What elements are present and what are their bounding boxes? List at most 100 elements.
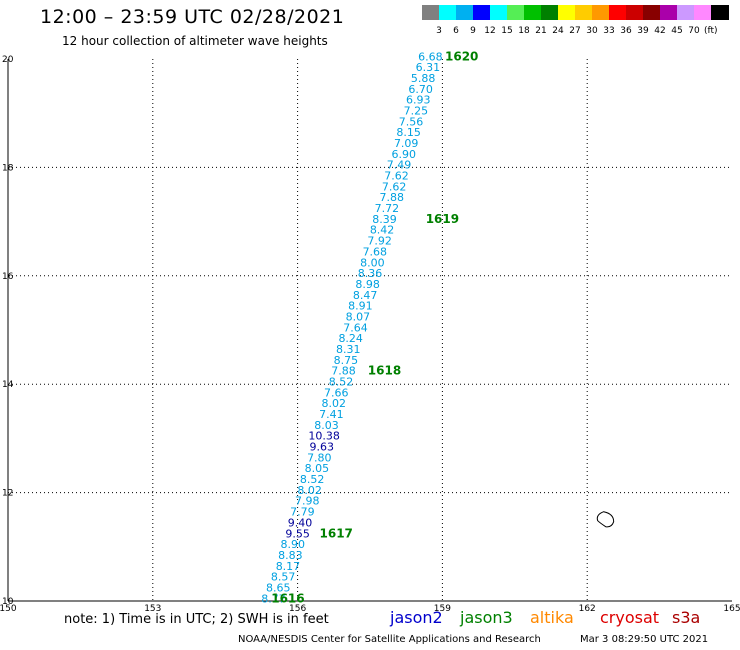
scale-label: 3 [436,26,442,36]
swh-value-label: 8.75 [334,354,359,367]
page-title: 12:00 – 23:59 UTC 02/28/2021 [40,6,345,28]
scale-label: 21 [535,26,547,36]
lon-tick-label: 156 [289,604,306,614]
footer-timestamp: Mar 3 08:29:50 UTC 2021 [580,634,709,645]
swh-value-label: 8.83 [278,549,303,562]
satellite-jason2: jason2 [390,608,443,627]
scale-swatch [592,5,610,20]
swh-value-label: 8.24 [338,332,363,345]
satellite-jason3: jason3 [460,608,513,627]
lat-tick-label: 14 [2,380,14,390]
swh-value-label: 7.49 [387,159,412,172]
scale-label: 12 [484,26,496,36]
swh-value-label: 6.90 [392,148,417,161]
swh-value-label: 8.02 [297,484,322,497]
swh-value-label: 7.68 [363,245,388,258]
lat-tick-label: 18 [2,163,14,173]
swh-value-label: 8.65 [266,581,291,594]
lon-tick-label: 159 [434,604,451,614]
scale-swatch [456,5,474,20]
satellite-altika: altika [530,608,574,627]
scale-swatch [694,5,712,20]
swh-value-label: 8.57 [271,571,296,584]
swh-value-label: 7.56 [399,115,424,128]
swh-value-label: 8.05 [305,462,330,475]
scale-label: 6 [453,26,459,36]
swh-value-label: 9.63 [309,441,334,454]
swh-value-label: 8.39 [372,213,397,226]
scale-swatch [541,5,559,20]
pass-time-label: 1619 [426,212,459,226]
pass-time-label: 1616 [271,591,304,605]
page-subtitle: 12 hour collection of altimeter wave hei… [62,34,328,48]
footer-note: note: 1) Time is in UTC; 2) SWH is in fe… [64,612,329,627]
scale-label: 27 [569,26,581,36]
scale-swatch [711,5,729,20]
scale-swatch [677,5,695,20]
swh-value-label: 8.90 [281,538,306,551]
swh-value-label: 7.62 [382,180,407,193]
swh-value-label: 8.00 [360,256,385,269]
swh-value-label: 8.91 [348,300,373,313]
swh-value-label: 8.07 [346,310,371,323]
scale-swatch [626,5,644,20]
swh-value-label: 7.92 [367,235,392,248]
swh-value-label: 7.98 [295,495,320,508]
swh-value-label: 7.09 [394,137,419,150]
scale-swatch [473,5,491,20]
swh-value-label: 8.47 [353,289,378,302]
scale-swatch [507,5,525,20]
island-outline [596,511,615,528]
scale-label: 45 [671,26,683,36]
swh-value-label: 7.72 [375,202,400,215]
swh-value-label: 5.88 [411,72,436,85]
scale-swatch [422,5,440,20]
scale-swatch [660,5,678,20]
swh-value-label: 8.15 [396,126,421,139]
swh-value-label: 6.93 [406,94,431,107]
swh-value-label: 7.41 [319,408,344,421]
scale-swatch [524,5,542,20]
swh-value-label: 8.17 [276,560,301,573]
swh-value-label: 8.52 [329,375,354,388]
footer-credit: NOAA/NESDIS Center for Satellite Applica… [238,634,541,645]
lon-tick-label: 153 [144,604,161,614]
swh-value-label: 7.25 [404,104,429,117]
scale-unit: (ft) [704,26,718,36]
swh-value-label: 7.62 [384,170,409,183]
satellite-s3a: s3a [672,608,701,627]
color-scale: 3 6 9 12 15 18 21 24 27 30 33 36 39 42 45 70 (ft) [422,5,729,36]
lon-tick-label: 150 [0,604,17,614]
scale-label: 30 [586,26,598,36]
swh-value-label: 9.40 [288,516,313,529]
scale-swatch [558,5,576,20]
pass-time-label: 1617 [320,526,353,540]
swh-value-label: 8.36 [358,267,383,280]
swh-value-label: 8.42 [370,224,395,237]
swh-value-label: 7.66 [324,386,349,399]
scale-swatch [439,5,457,20]
pass-time-label: 1618 [368,364,401,378]
swh-value-label: 8.31 [336,343,361,356]
swh-value-label: 8.77 [261,592,286,605]
swh-value-label: 7.80 [307,451,332,464]
scale-swatch [575,5,593,20]
swh-value-label: 6.31 [416,61,441,74]
scale-label: 42 [654,26,666,36]
lat-tick-label: 16 [2,272,14,282]
swh-value-label: 10.38 [308,430,340,443]
pass-time-label: 1620 [445,49,478,63]
scale-swatch [643,5,661,20]
scale-swatch [490,5,508,20]
swh-value-label: 6.70 [408,83,433,96]
swh-value-label: 7.79 [290,506,315,519]
swh-value-label: 8.98 [355,278,380,291]
scale-label: 70 [688,26,700,36]
scale-label: 39 [637,26,649,36]
swh-value-label: 9.55 [285,527,310,540]
scale-label: 18 [518,26,530,36]
satellite-cryosat: cryosat [600,608,660,627]
swh-value-label: 7.88 [379,191,404,204]
lat-tick-label: 10 [2,597,14,607]
